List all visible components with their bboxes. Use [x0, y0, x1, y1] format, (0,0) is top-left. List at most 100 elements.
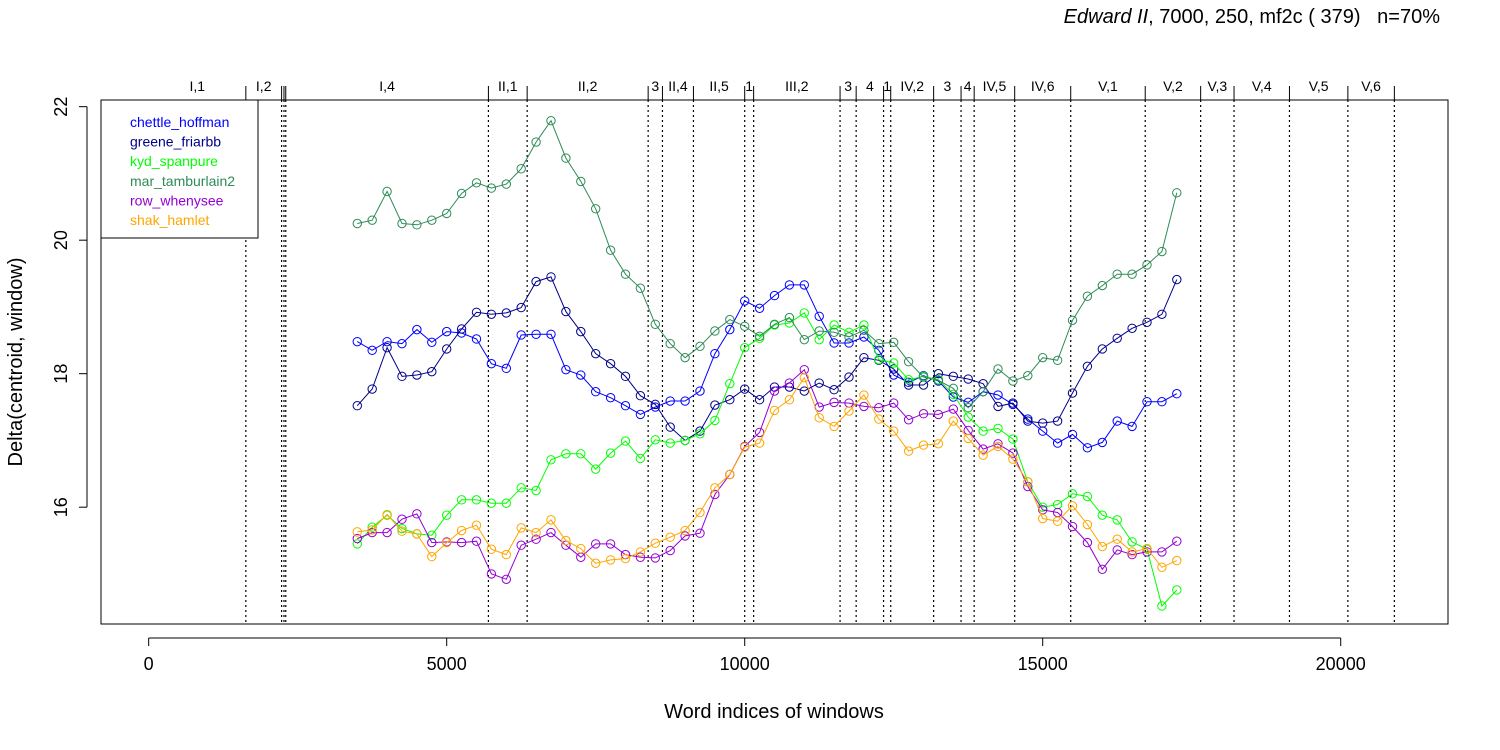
data-point — [874, 354, 884, 365]
series-line — [356, 276, 1178, 442]
legend-entries: chettle_hoffman greene_friarbb kyd_spanpur… — [130, 114, 235, 228]
data-point — [814, 311, 824, 321]
data-point — [427, 215, 437, 225]
data-point — [516, 164, 526, 174]
data-point — [471, 307, 482, 317]
data-point — [382, 336, 392, 347]
data-point — [1127, 547, 1137, 557]
data-point — [397, 218, 407, 229]
data-point — [546, 115, 556, 126]
data-point — [799, 280, 810, 290]
data-point — [680, 396, 690, 406]
data-point — [1112, 333, 1122, 344]
data-point — [397, 514, 407, 524]
data-point — [1008, 454, 1018, 464]
series-line — [357, 284, 1178, 449]
data-point — [859, 352, 869, 363]
data-point — [1127, 323, 1137, 333]
data-point — [859, 401, 869, 412]
data-point — [784, 312, 795, 323]
data-point — [1172, 536, 1182, 546]
data-point — [754, 303, 765, 313]
data-point — [665, 545, 675, 556]
y-tick-label: 18 — [51, 364, 71, 384]
data-point — [948, 383, 959, 394]
data-point — [501, 179, 511, 189]
data-point — [382, 527, 392, 538]
data-point — [501, 363, 511, 374]
data-point — [1038, 513, 1048, 524]
data-point — [605, 539, 616, 549]
y-tick-label: 20 — [51, 230, 71, 250]
data-point — [680, 525, 690, 536]
data-point — [889, 364, 899, 374]
scene-label: IV,2 — [900, 78, 924, 94]
data-point — [635, 391, 646, 401]
data-point — [352, 336, 362, 347]
series-greene-friarbb — [352, 272, 1182, 446]
data-point — [769, 290, 780, 301]
data-point — [978, 450, 988, 460]
data-point — [859, 325, 869, 335]
axes: 0 5000 10000 15000 20000 16 18 20 22 — [51, 97, 1366, 674]
data-point — [1067, 388, 1078, 398]
data-point — [352, 218, 362, 229]
data-point — [978, 387, 988, 397]
data-point — [933, 409, 944, 420]
data-point — [933, 368, 944, 379]
x-tick-label: 20000 — [1316, 654, 1366, 674]
data-point — [1067, 501, 1078, 511]
data-point — [1142, 317, 1152, 327]
data-point — [799, 386, 810, 396]
data-point — [1082, 519, 1093, 530]
data-point — [1023, 416, 1033, 426]
data-point — [874, 414, 884, 424]
data-point — [859, 332, 869, 342]
series-chettle-hoffman — [352, 280, 1182, 453]
data-point — [1112, 545, 1122, 555]
data-point — [367, 345, 377, 356]
data-point — [859, 390, 869, 400]
data-point — [471, 334, 482, 344]
data-point — [1052, 438, 1063, 448]
data-point — [516, 302, 526, 313]
data-point — [695, 426, 705, 436]
data-point — [590, 387, 601, 397]
data-point — [456, 537, 467, 548]
data-point — [1157, 309, 1167, 319]
data-point — [546, 272, 556, 282]
series-lines — [352, 115, 1182, 611]
y-axis-label: Delta(centroid, window) — [5, 258, 27, 467]
data-point — [933, 375, 944, 386]
data-point — [874, 403, 884, 413]
data-point — [754, 331, 765, 342]
data-point — [829, 327, 839, 337]
data-point — [397, 371, 407, 382]
data-point — [367, 525, 377, 535]
data-point — [352, 527, 362, 537]
data-point — [1097, 344, 1108, 354]
data-point — [546, 329, 556, 339]
data-point — [620, 269, 631, 279]
data-point — [1023, 370, 1033, 381]
data-point — [1097, 510, 1108, 520]
data-point — [1067, 315, 1078, 325]
data-point — [889, 370, 899, 380]
data-point — [352, 401, 362, 411]
scene-label: I,1 — [189, 78, 205, 94]
data-point — [1112, 534, 1122, 544]
data-point — [1052, 516, 1063, 526]
data-point — [769, 386, 780, 396]
data-point — [739, 342, 750, 353]
data-point — [725, 378, 735, 389]
series-line — [357, 376, 1178, 568]
data-point — [486, 544, 497, 554]
data-point — [739, 384, 750, 394]
data-point — [829, 421, 839, 432]
series-line — [356, 312, 1178, 608]
data-point — [486, 358, 497, 369]
data-point — [590, 464, 601, 474]
data-point — [1157, 547, 1167, 557]
data-point — [725, 395, 735, 405]
data-point — [874, 338, 884, 349]
